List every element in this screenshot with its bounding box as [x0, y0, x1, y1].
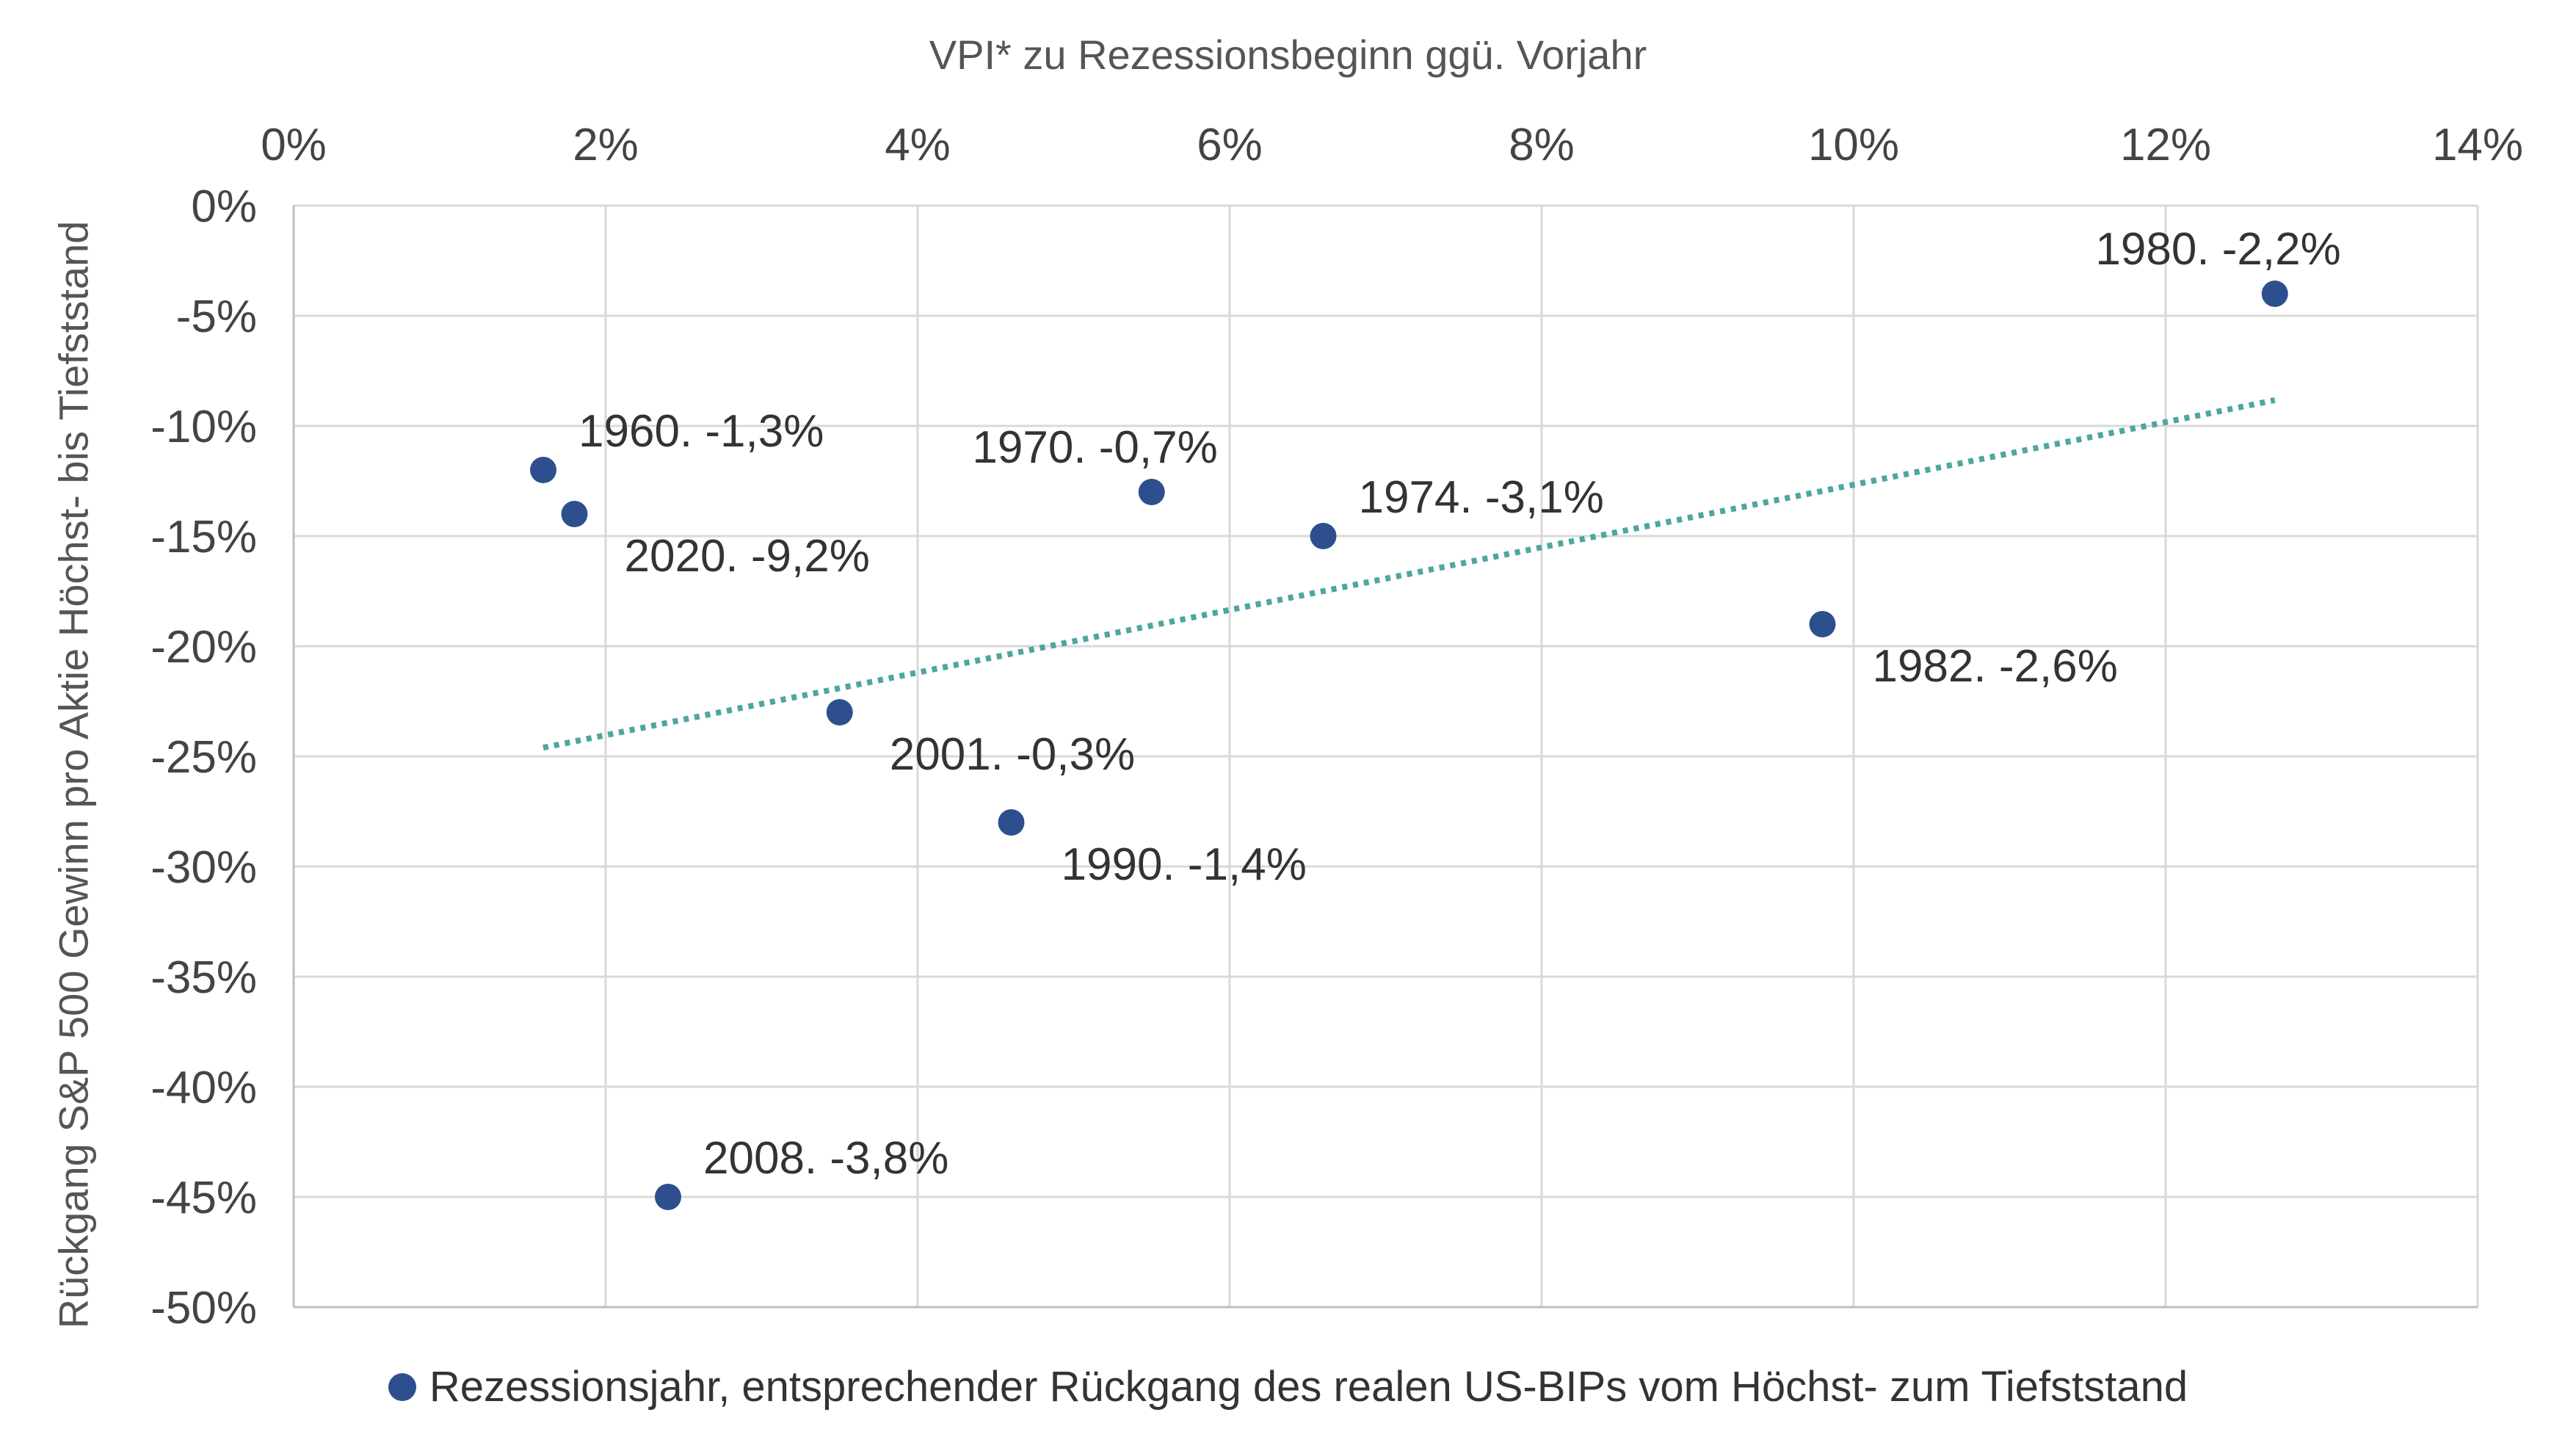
data-label: 1970. -0,7% — [972, 422, 1217, 473]
y-tick-label: -10% — [150, 402, 257, 452]
y-tick-label: -20% — [150, 622, 257, 673]
data-point — [1138, 479, 1165, 505]
x-tick-label: 0% — [261, 120, 327, 170]
legend: Rezessionsjahr, entsprechender Rückgang … — [0, 1362, 2576, 1411]
y-tick-label: -30% — [150, 842, 257, 893]
data-label: 1974. -3,1% — [1359, 472, 1604, 523]
data-point — [826, 699, 853, 726]
legend-label: Rezessionsjahr, entsprechender Rückgang … — [429, 1363, 2188, 1411]
data-label: 1990. -1,4% — [1062, 839, 1307, 890]
data-label: 1982. -2,6% — [1873, 641, 2118, 692]
data-label: 1980. -2,2% — [2095, 224, 2340, 275]
data-point — [1310, 523, 1337, 549]
y-tick-label: 0% — [191, 181, 257, 232]
y-tick-label: -35% — [150, 952, 257, 1003]
y-tick-label: -5% — [176, 292, 257, 342]
data-point — [655, 1184, 681, 1210]
data-point — [998, 809, 1025, 836]
data-label: 2008. -3,8% — [703, 1133, 948, 1184]
x-axis-title: VPI* zu Rezessionsbeginn ggü. Vorjahr — [929, 32, 1647, 78]
x-tick-label: 4% — [885, 120, 951, 170]
legend-marker — [388, 1372, 416, 1401]
y-tick-label: -45% — [150, 1173, 257, 1223]
trendline — [543, 397, 2276, 751]
y-tick-label: -15% — [150, 512, 257, 562]
y-tick-label: -50% — [150, 1283, 257, 1334]
data-label: 1960. -1,3% — [578, 406, 824, 457]
x-tick-label: 12% — [2120, 120, 2211, 170]
y-tick-label: -40% — [150, 1063, 257, 1113]
x-tick-label: 14% — [2432, 120, 2523, 170]
data-label: 2001. -0,3% — [890, 729, 1135, 780]
x-tick-label: 10% — [1808, 120, 1899, 170]
data-point — [1809, 611, 1836, 637]
data-point — [530, 457, 556, 483]
x-tick-label: 2% — [573, 120, 639, 170]
data-label: 2020. -9,2% — [625, 531, 870, 582]
x-tick-label: 8% — [1509, 120, 1575, 170]
x-tick-label: 6% — [1197, 120, 1263, 170]
data-point — [2261, 281, 2288, 307]
y-tick-label: -25% — [150, 732, 257, 783]
data-point — [561, 501, 588, 527]
